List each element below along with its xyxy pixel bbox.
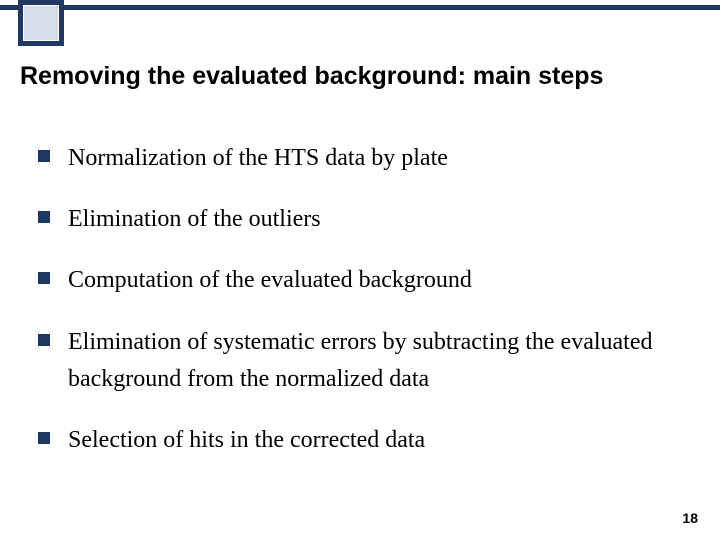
header-square-inner [23, 5, 59, 41]
list-item: Elimination of the outliers [38, 201, 680, 238]
header-rule [0, 5, 720, 10]
list-item-text: Normalization of the HTS data by plate [68, 140, 680, 177]
square-bullet-icon [38, 150, 50, 162]
list-item: Elimination of systematic errors by subt… [38, 324, 680, 398]
square-bullet-icon [38, 211, 50, 223]
list-item-text: Elimination of the outliers [68, 201, 680, 238]
header-decoration [0, 0, 720, 50]
page-number: 18 [682, 510, 698, 526]
list-item-text: Selection of hits in the corrected data [68, 422, 680, 459]
list-item-text: Computation of the evaluated background [68, 262, 680, 299]
square-bullet-icon [38, 432, 50, 444]
list-item-text: Elimination of systematic errors by subt… [68, 324, 680, 398]
list-item: Selection of hits in the corrected data [38, 422, 680, 459]
list-item: Computation of the evaluated background [38, 262, 680, 299]
header-square-outer [18, 0, 64, 46]
square-bullet-icon [38, 272, 50, 284]
slide-title: Removing the evaluated background: main … [20, 62, 603, 91]
bullet-list: Normalization of the HTS data by plate El… [38, 140, 680, 483]
list-item: Normalization of the HTS data by plate [38, 140, 680, 177]
square-bullet-icon [38, 334, 50, 346]
